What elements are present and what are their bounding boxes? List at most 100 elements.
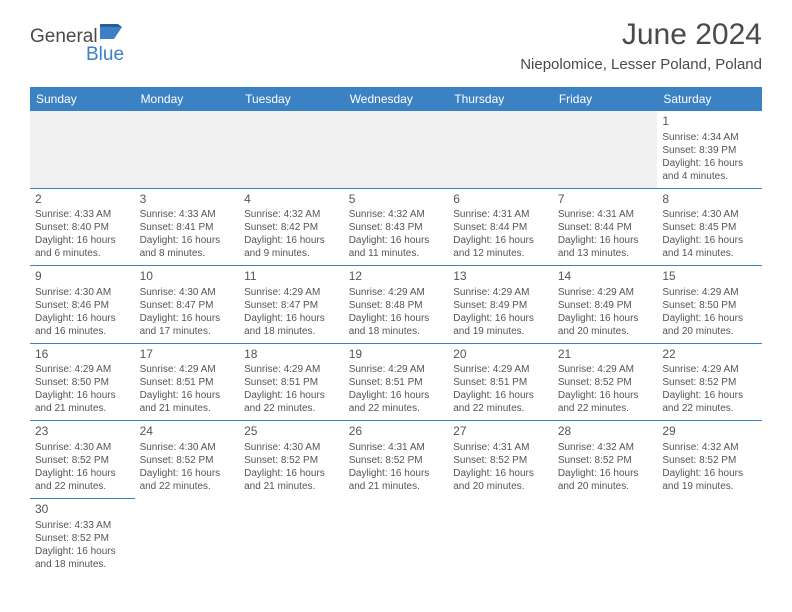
day-info-line: Sunrise: 4:30 AM — [140, 286, 235, 299]
day-info-line: Daylight: 16 hours — [140, 312, 235, 325]
day-info-line: and 20 minutes. — [662, 325, 757, 338]
day-info-line: and 21 minutes. — [349, 480, 444, 493]
day-info-line: Sunrise: 4:32 AM — [244, 208, 339, 221]
day-header: Wednesday — [344, 87, 449, 111]
day-number: 9 — [35, 269, 130, 285]
calendar-cell: 18Sunrise: 4:29 AMSunset: 8:51 PMDayligh… — [239, 343, 344, 421]
day-info-line: and 22 minutes. — [453, 402, 548, 415]
calendar-cell — [135, 498, 240, 575]
day-number: 11 — [244, 269, 339, 285]
day-info-line: and 20 minutes. — [453, 480, 548, 493]
day-info-line: Sunrise: 4:29 AM — [244, 286, 339, 299]
day-number: 19 — [349, 347, 444, 363]
day-number: 26 — [349, 424, 444, 440]
calendar-cell: 30Sunrise: 4:33 AMSunset: 8:52 PMDayligh… — [30, 498, 135, 575]
header: General Blue June 2024 Niepolomice, Less… — [0, 0, 792, 81]
day-info-line: Daylight: 16 hours — [349, 467, 444, 480]
day-info-line: Sunset: 8:51 PM — [349, 376, 444, 389]
day-info-line: Daylight: 16 hours — [453, 467, 548, 480]
day-info-line: Daylight: 16 hours — [558, 467, 653, 480]
day-info-line: Sunrise: 4:30 AM — [244, 441, 339, 454]
day-info-line: Sunrise: 4:33 AM — [35, 208, 130, 221]
calendar-cell: 4Sunrise: 4:32 AMSunset: 8:42 PMDaylight… — [239, 188, 344, 266]
day-number: 14 — [558, 269, 653, 285]
calendar-cell — [448, 111, 553, 188]
day-number: 22 — [662, 347, 757, 363]
calendar-cell: 6Sunrise: 4:31 AMSunset: 8:44 PMDaylight… — [448, 188, 553, 266]
day-header: Thursday — [448, 87, 553, 111]
day-info-line: and 22 minutes. — [558, 402, 653, 415]
day-info-line: Sunset: 8:51 PM — [244, 376, 339, 389]
calendar-week-row: 1Sunrise: 4:34 AMSunset: 8:39 PMDaylight… — [30, 111, 762, 188]
day-info-line: and 22 minutes. — [662, 402, 757, 415]
calendar-week-row: 30Sunrise: 4:33 AMSunset: 8:52 PMDayligh… — [30, 498, 762, 575]
day-info-line: Daylight: 16 hours — [453, 312, 548, 325]
day-info-line: Sunrise: 4:31 AM — [349, 441, 444, 454]
day-info-line: Sunrise: 4:29 AM — [662, 286, 757, 299]
calendar-cell: 7Sunrise: 4:31 AMSunset: 8:44 PMDaylight… — [553, 188, 658, 266]
calendar-cell — [239, 111, 344, 188]
day-info-line: Sunrise: 4:29 AM — [558, 286, 653, 299]
day-info-line: Sunset: 8:50 PM — [662, 299, 757, 312]
day-info-line: Daylight: 16 hours — [244, 467, 339, 480]
day-info-line: Sunrise: 4:29 AM — [453, 286, 548, 299]
day-info-line: and 21 minutes. — [35, 402, 130, 415]
day-info-line: and 22 minutes. — [349, 402, 444, 415]
day-info-line: Sunrise: 4:29 AM — [349, 363, 444, 376]
day-number: 29 — [662, 424, 757, 440]
day-info-line: Sunset: 8:49 PM — [453, 299, 548, 312]
calendar-table: SundayMondayTuesdayWednesdayThursdayFrid… — [30, 87, 762, 576]
day-info-line: and 16 minutes. — [35, 325, 130, 338]
day-info-line: and 22 minutes. — [140, 480, 235, 493]
calendar-cell — [344, 111, 449, 188]
day-info-line: Sunset: 8:52 PM — [558, 376, 653, 389]
day-info-line: Sunset: 8:43 PM — [349, 221, 444, 234]
day-info-line: Sunrise: 4:30 AM — [662, 208, 757, 221]
day-info-line: Sunset: 8:52 PM — [662, 454, 757, 467]
day-number: 20 — [453, 347, 548, 363]
day-info-line: Daylight: 16 hours — [35, 467, 130, 480]
day-info-line: Sunset: 8:40 PM — [35, 221, 130, 234]
calendar-cell: 17Sunrise: 4:29 AMSunset: 8:51 PMDayligh… — [135, 343, 240, 421]
day-info-line: Sunrise: 4:29 AM — [558, 363, 653, 376]
day-info-line: Sunset: 8:52 PM — [140, 454, 235, 467]
day-info-line: Daylight: 16 hours — [244, 234, 339, 247]
day-info-line: Sunrise: 4:29 AM — [140, 363, 235, 376]
day-info-line: Daylight: 16 hours — [662, 312, 757, 325]
calendar-week-row: 16Sunrise: 4:29 AMSunset: 8:50 PMDayligh… — [30, 343, 762, 421]
day-number: 30 — [35, 502, 130, 518]
day-info-line: Sunset: 8:48 PM — [349, 299, 444, 312]
day-info-line: Sunrise: 4:29 AM — [453, 363, 548, 376]
day-info-line: Daylight: 16 hours — [244, 389, 339, 402]
day-number: 13 — [453, 269, 548, 285]
day-number: 12 — [349, 269, 444, 285]
calendar-cell: 28Sunrise: 4:32 AMSunset: 8:52 PMDayligh… — [553, 421, 658, 499]
day-number: 1 — [662, 114, 757, 130]
day-info-line: and 20 minutes. — [558, 325, 653, 338]
calendar-cell: 25Sunrise: 4:30 AMSunset: 8:52 PMDayligh… — [239, 421, 344, 499]
day-info-line: and 9 minutes. — [244, 247, 339, 260]
calendar-week-row: 2Sunrise: 4:33 AMSunset: 8:40 PMDaylight… — [30, 188, 762, 266]
calendar-cell: 19Sunrise: 4:29 AMSunset: 8:51 PMDayligh… — [344, 343, 449, 421]
calendar-cell — [657, 498, 762, 575]
calendar-cell: 20Sunrise: 4:29 AMSunset: 8:51 PMDayligh… — [448, 343, 553, 421]
day-info-line: Sunset: 8:51 PM — [453, 376, 548, 389]
calendar-cell: 11Sunrise: 4:29 AMSunset: 8:47 PMDayligh… — [239, 266, 344, 344]
day-info-line: Sunrise: 4:30 AM — [35, 286, 130, 299]
day-info-line: Sunrise: 4:29 AM — [349, 286, 444, 299]
day-number: 10 — [140, 269, 235, 285]
day-info-line: Sunset: 8:47 PM — [140, 299, 235, 312]
day-info-line: Sunrise: 4:30 AM — [35, 441, 130, 454]
day-info-line: Sunrise: 4:32 AM — [662, 441, 757, 454]
day-info-line: Daylight: 16 hours — [349, 234, 444, 247]
day-info-line: Sunset: 8:52 PM — [35, 454, 130, 467]
day-number: 27 — [453, 424, 548, 440]
day-info-line: Daylight: 16 hours — [349, 389, 444, 402]
day-info-line: Sunrise: 4:33 AM — [35, 519, 130, 532]
day-info-line: Sunrise: 4:29 AM — [662, 363, 757, 376]
day-info-line: and 21 minutes. — [140, 402, 235, 415]
day-info-line: Sunset: 8:46 PM — [35, 299, 130, 312]
day-number: 4 — [244, 192, 339, 208]
calendar-cell — [553, 111, 658, 188]
day-info-line: Daylight: 16 hours — [244, 312, 339, 325]
